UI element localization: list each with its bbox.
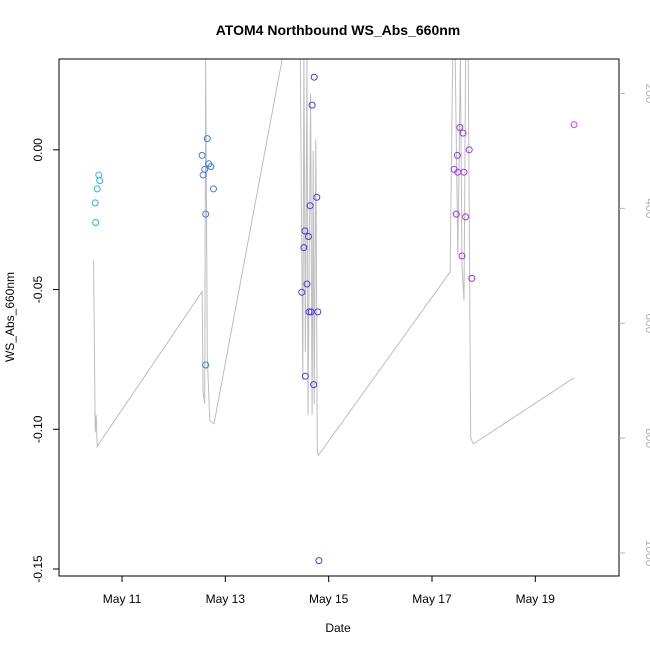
y2-axis: 200 400 600 800 1000 bbox=[619, 83, 650, 567]
y2-tick-label: 800 bbox=[643, 428, 650, 448]
scatter-points bbox=[91, 73, 578, 565]
data-point bbox=[462, 213, 470, 221]
data-point bbox=[93, 185, 101, 193]
y-tick-label: -0.05 bbox=[31, 276, 45, 304]
data-point bbox=[315, 557, 323, 565]
data-point bbox=[305, 233, 312, 240]
y-axis-label: WS_Abs_660nm bbox=[3, 272, 17, 362]
data-point bbox=[91, 199, 99, 207]
y-axis: 0.00 -0.05 -0.10 -0.15 bbox=[31, 138, 59, 583]
data-point bbox=[92, 219, 100, 226]
data-point bbox=[313, 193, 321, 201]
data-point bbox=[298, 288, 306, 296]
data-point bbox=[198, 151, 206, 159]
y-tick-label: -0.15 bbox=[31, 555, 45, 583]
y2-tick-label: 400 bbox=[643, 198, 650, 218]
data-point bbox=[95, 171, 103, 179]
y-tick-label: -0.10 bbox=[31, 415, 45, 443]
x-tick-label: May 17 bbox=[412, 592, 452, 606]
data-point bbox=[96, 177, 104, 185]
data-point bbox=[458, 252, 466, 260]
secondary-series-line bbox=[93, 58, 575, 457]
data-point bbox=[207, 163, 215, 171]
x-axis-label: Date bbox=[325, 621, 351, 635]
data-point bbox=[202, 361, 210, 369]
data-point bbox=[459, 129, 467, 137]
data-point bbox=[468, 274, 476, 282]
plot-frame bbox=[58, 58, 620, 577]
data-point bbox=[308, 101, 316, 109]
data-point bbox=[310, 381, 318, 389]
data-point bbox=[301, 372, 309, 380]
data-point bbox=[570, 121, 578, 129]
x-tick-label: May 19 bbox=[516, 592, 556, 606]
y2-tick-label: 200 bbox=[643, 83, 650, 103]
data-point bbox=[201, 165, 209, 173]
data-point bbox=[307, 308, 315, 316]
data-point bbox=[300, 244, 308, 252]
data-point bbox=[303, 280, 311, 288]
data-point bbox=[453, 151, 461, 159]
y-tick-label: 0.00 bbox=[31, 138, 45, 162]
chart-title: ATOM4 Northbound WS_Abs_660nm bbox=[216, 22, 461, 38]
y2-tick-label: 1000 bbox=[643, 540, 650, 567]
data-point bbox=[465, 146, 473, 154]
data-point bbox=[452, 210, 460, 218]
data-point bbox=[203, 135, 211, 143]
secondary-line bbox=[93, 58, 575, 457]
x-tick-label: May 13 bbox=[206, 592, 246, 606]
data-point bbox=[306, 202, 314, 210]
data-point bbox=[305, 308, 313, 316]
data-point bbox=[314, 308, 322, 316]
x-axis: May 11 May 13 May 15 May 17 May 19 bbox=[103, 576, 556, 606]
data-point bbox=[301, 227, 309, 235]
x-tick-label: May 15 bbox=[309, 592, 349, 606]
data-point bbox=[202, 210, 210, 218]
data-point bbox=[210, 185, 217, 193]
data-point bbox=[460, 168, 468, 176]
y2-tick-label: 600 bbox=[643, 313, 650, 333]
data-point bbox=[310, 73, 318, 81]
data-point bbox=[456, 124, 464, 131]
x-tick-label: May 11 bbox=[103, 592, 142, 606]
